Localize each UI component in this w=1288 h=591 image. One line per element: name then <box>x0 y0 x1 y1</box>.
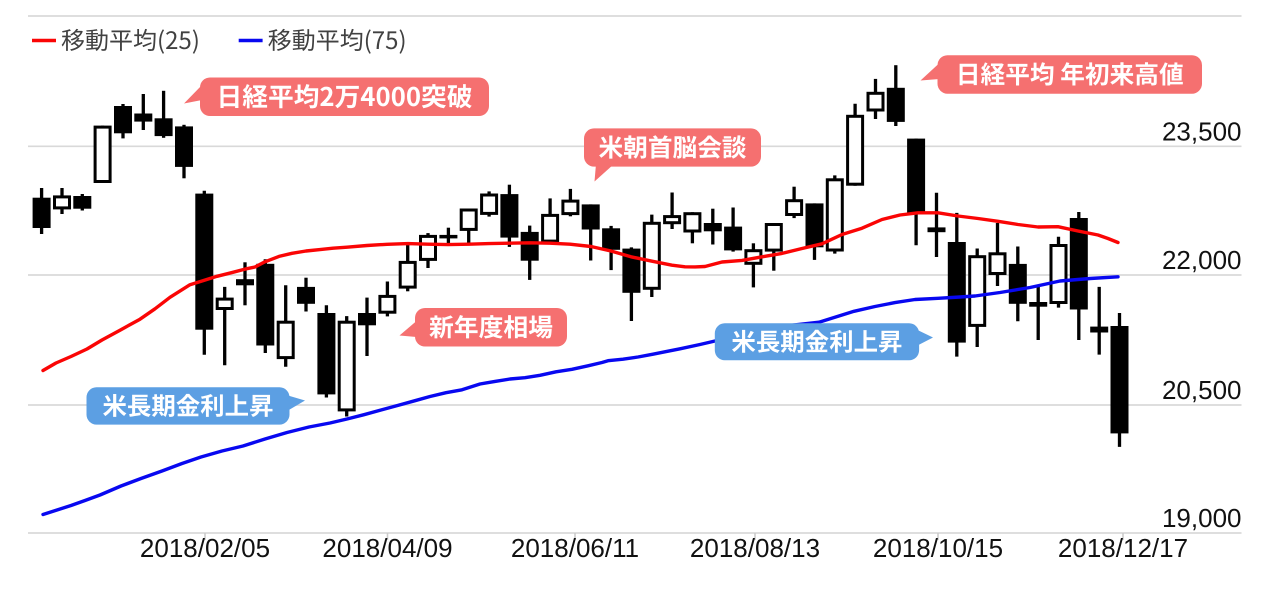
svg-text:2018/08/13: 2018/08/13 <box>690 533 820 563</box>
svg-text:20,500: 20,500 <box>1162 375 1242 405</box>
svg-text:19,000: 19,000 <box>1162 503 1242 533</box>
svg-text:22,000: 22,000 <box>1162 245 1242 275</box>
svg-text:2018/12/17: 2018/12/17 <box>1058 533 1188 563</box>
svg-text:2018/02/05: 2018/02/05 <box>140 533 270 563</box>
svg-text:2018/10/15: 2018/10/15 <box>873 533 1003 563</box>
svg-text:2018/06/11: 2018/06/11 <box>511 533 639 563</box>
svg-text:23,500: 23,500 <box>1162 117 1242 147</box>
svg-text:2018/04/09: 2018/04/09 <box>322 533 452 563</box>
